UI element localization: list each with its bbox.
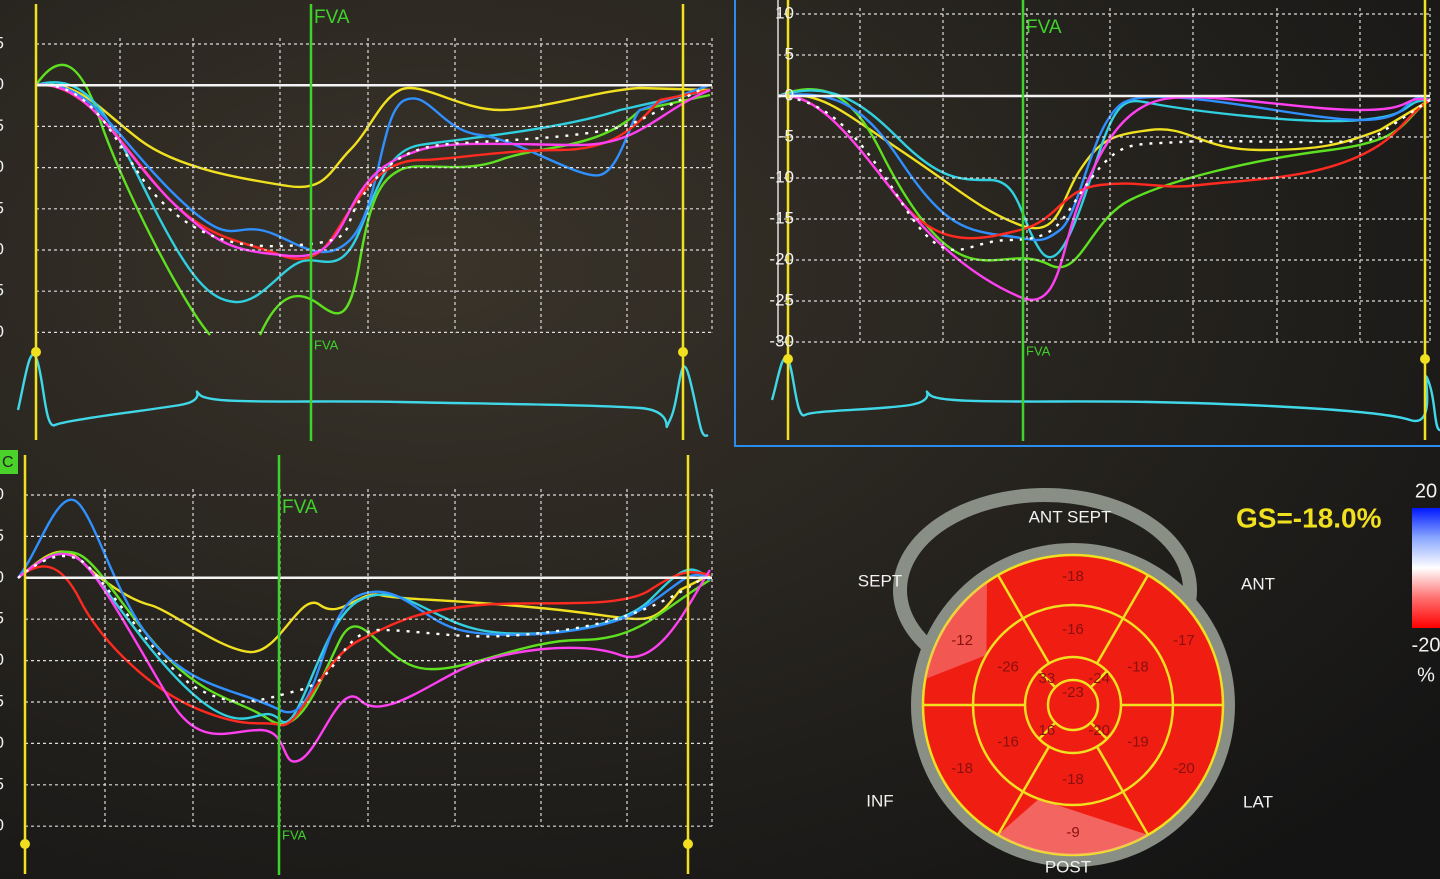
y-tick-label: 0 — [0, 75, 4, 94]
y-tick-label: -5 — [0, 116, 4, 135]
y-tick-label: -30 — [0, 816, 4, 835]
cycle-dot — [31, 347, 41, 357]
y-tick-label: 5 — [0, 33, 4, 52]
segment-border — [1095, 745, 1150, 836]
color-scale — [1412, 508, 1440, 628]
y-tick-label: 0 — [785, 85, 794, 104]
cycle-dot — [1420, 354, 1430, 364]
low-strain-region — [925, 582, 987, 679]
cycle-dot — [678, 347, 688, 357]
y-tick-label: -20 — [769, 249, 794, 268]
fva-label: FVA — [1026, 343, 1051, 358]
segment-border — [996, 745, 1051, 836]
ring — [1046, 678, 1100, 732]
global-strain: GS=-18.0% — [1236, 502, 1382, 533]
cycle-dot — [683, 839, 693, 849]
segment-value: -20 — [1088, 722, 1110, 739]
segment-value: -19 — [1127, 733, 1149, 750]
segment-value: -20 — [1173, 760, 1195, 777]
segment-value: -17 — [1173, 632, 1195, 649]
fva-label: FVA — [314, 337, 339, 352]
segment-border — [1038, 721, 1057, 740]
y-tick-label: -15 — [769, 208, 794, 227]
scale-max: 20 — [1415, 480, 1437, 502]
cycle-dot — [20, 839, 30, 849]
scale-min: -20 — [1412, 634, 1440, 656]
y-tick-label: -5 — [0, 609, 4, 628]
apex-value: -23 — [1062, 684, 1084, 701]
y-tick-label: -25 — [769, 290, 794, 309]
y-tick-label: -30 — [0, 322, 4, 341]
segment-value: -18 — [1062, 568, 1084, 585]
segment-border — [1089, 670, 1108, 689]
y-tick-label: 10 — [0, 484, 4, 503]
view-label: LAT — [1243, 792, 1273, 811]
segment-value: -18 — [1062, 771, 1084, 788]
segment-border — [996, 574, 1051, 665]
segment-value: -18 — [951, 760, 973, 777]
y-tick-label: 10 — [775, 3, 794, 22]
segment-value: -26 — [997, 658, 1019, 675]
fva-label: FVA — [314, 7, 350, 28]
segment-value: 33 — [1038, 670, 1055, 687]
low-strain-region — [998, 798, 1148, 855]
view-label: POST — [1045, 857, 1091, 876]
bullseye: -18-17-20-9-18-12-16-18-19-18-16-26-24-2… — [858, 507, 1275, 876]
scale-unit: % — [1417, 664, 1435, 686]
y-tick-label: 5 — [0, 526, 4, 545]
y-tick-label: 5 — [785, 44, 794, 63]
segment-border — [1038, 670, 1057, 689]
y-tick-label: -15 — [0, 198, 4, 217]
view-label: INF — [866, 791, 893, 810]
cycle-dot — [783, 354, 793, 364]
segment-value: -12 — [951, 632, 973, 649]
segment-value: -16 — [1062, 621, 1084, 638]
segment-value: -24 — [1088, 670, 1110, 687]
y-tick-label: 0 — [0, 567, 4, 586]
y-tick-label: -20 — [0, 733, 4, 752]
y-tick-label: -30 — [769, 331, 794, 350]
y-tick-label: -25 — [0, 774, 4, 793]
y-tick-label: -10 — [769, 167, 794, 186]
y-tick-label: -10 — [0, 650, 4, 669]
view-label: SEPT — [858, 571, 902, 590]
view-label: ANT SEPT — [1029, 507, 1112, 526]
y-tick-label: -15 — [0, 691, 4, 710]
y-tick-label: -10 — [0, 157, 4, 176]
fva-label: FVA — [1026, 17, 1062, 38]
segment-border — [1095, 574, 1150, 665]
y-tick-label: -25 — [0, 281, 4, 300]
segment-value: -16 — [997, 733, 1019, 750]
fva-label: FVA — [282, 827, 307, 842]
y-tick-label: -20 — [0, 239, 4, 258]
panel-tag: C — [2, 454, 14, 471]
view-label: ANT — [1241, 574, 1275, 593]
segment-value: 16 — [1038, 722, 1055, 739]
y-tick-label: -5 — [779, 126, 794, 145]
active-panel-frame — [734, 0, 1440, 447]
panel-tag-box — [0, 450, 18, 474]
segment-value: -9 — [1066, 824, 1079, 841]
fva-label: FVA — [282, 497, 318, 518]
segment-border — [1089, 721, 1108, 740]
segment-value: -18 — [1127, 658, 1149, 675]
